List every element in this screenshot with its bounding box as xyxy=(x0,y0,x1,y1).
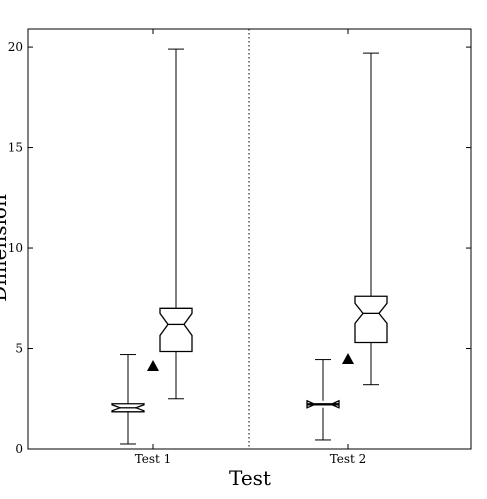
y-tick-label: 5 xyxy=(15,342,23,356)
y-axis-label: Dimension xyxy=(0,194,11,302)
x-tick-label: Test 2 xyxy=(330,452,367,466)
y-tick-label: 15 xyxy=(8,141,23,155)
box xyxy=(354,295,388,344)
y-tick-label: 20 xyxy=(8,40,23,54)
plot-frame xyxy=(27,28,472,450)
mean-marker xyxy=(147,360,159,372)
mean-marker xyxy=(342,352,354,364)
x-axis-label: Test xyxy=(229,466,271,490)
y-tick-label: 0 xyxy=(15,442,23,456)
box xyxy=(159,307,193,353)
y-tick-label: 10 xyxy=(8,241,23,255)
x-tick-label: Test 1 xyxy=(135,452,172,466)
